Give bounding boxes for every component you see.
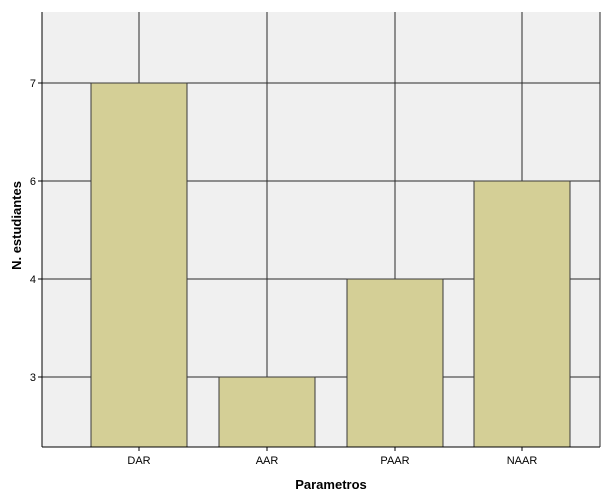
y-tick-label: 4 bbox=[30, 274, 36, 286]
plot-frame bbox=[41, 12, 601, 448]
bar-naar bbox=[473, 180, 571, 448]
y-tick-label: 3 bbox=[30, 372, 36, 384]
y-axis-title: N. estudiantes bbox=[9, 181, 24, 270]
bar-paar bbox=[346, 278, 444, 448]
x-tick-label: PAAR bbox=[380, 455, 409, 467]
y-tick-label: 6 bbox=[30, 176, 36, 188]
x-tick-label: NAAR bbox=[507, 455, 538, 467]
x-tick-label: DAR bbox=[127, 455, 150, 467]
tick-labels: 3 4 6 7 DAR AAR PAAR NAAR bbox=[30, 78, 537, 467]
bar-dar bbox=[90, 82, 188, 448]
bars bbox=[90, 82, 571, 448]
bar-aar bbox=[218, 376, 316, 448]
x-axis-title: Parametros bbox=[295, 477, 367, 491]
x-tick-label: AAR bbox=[256, 455, 279, 467]
y-tick-label: 7 bbox=[30, 78, 36, 90]
